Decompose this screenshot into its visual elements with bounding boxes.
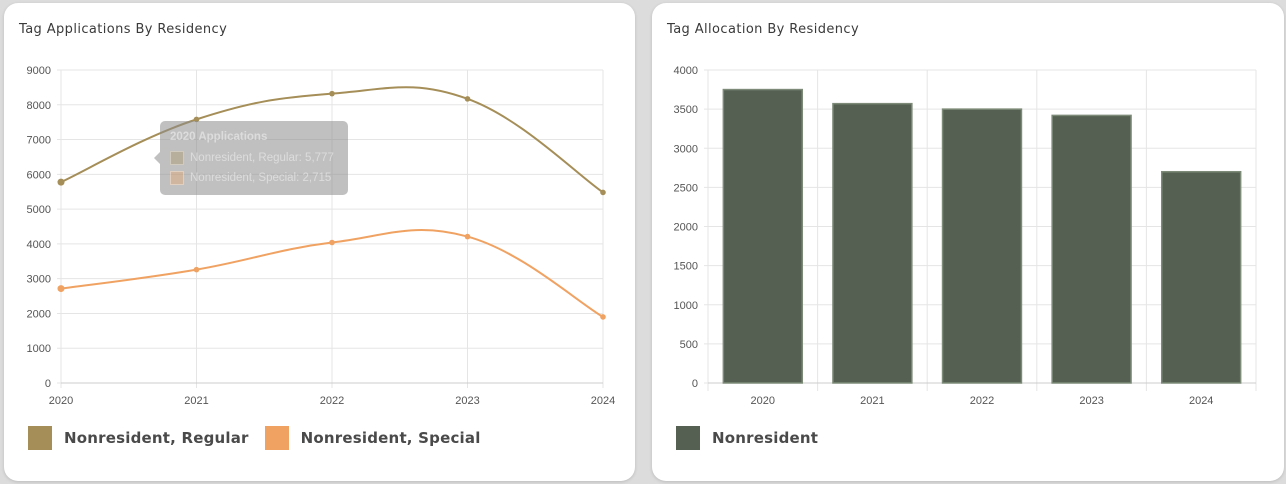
y-tick-label: 1000 xyxy=(674,300,698,312)
x-tick-label: 2021 xyxy=(184,395,208,407)
y-tick-label: 500 xyxy=(680,339,698,351)
data-point xyxy=(329,239,335,246)
data-point xyxy=(193,116,200,123)
y-tick-label: 3500 xyxy=(674,104,698,116)
bar xyxy=(1160,170,1242,384)
data-point xyxy=(329,90,335,97)
y-tick-label: 3000 xyxy=(27,274,51,286)
tooltip-caret xyxy=(154,152,160,164)
tooltip-row-text: Nonresident, Special: 2,715 xyxy=(190,172,332,184)
x-tick-label: 2023 xyxy=(1079,395,1103,407)
legend-label: Nonresident, Regular xyxy=(64,429,249,447)
y-tick-label: 9000 xyxy=(27,65,51,77)
x-tick-label: 2024 xyxy=(591,395,615,407)
y-tick-label: 1000 xyxy=(27,343,51,355)
bar xyxy=(722,88,804,384)
bar xyxy=(832,102,913,384)
y-tick-label: 2500 xyxy=(674,182,698,194)
data-point xyxy=(57,285,65,293)
data-point xyxy=(193,266,200,273)
chart-legend: Nonresident xyxy=(676,426,834,450)
y-tick-label: 3000 xyxy=(674,143,698,155)
y-tick-label: 1500 xyxy=(674,261,698,273)
x-tick-label: 2020 xyxy=(751,395,775,407)
allocation-bar-chart: 0 500 1000 1500 2000 2500 3000 3500 4000 2020 2021… xyxy=(674,65,1257,407)
tooltip-row-text: Nonresident, Regular: 5,777 xyxy=(190,152,334,164)
bar xyxy=(941,108,1023,384)
card-title: Tag Applications By Residency xyxy=(19,22,228,37)
legend-swatch-nonresident xyxy=(676,426,700,450)
legend-item-regular[interactable]: Nonresident, Regular xyxy=(28,426,249,450)
data-point xyxy=(464,233,471,240)
y-tick-label: 2000 xyxy=(674,222,698,234)
legend-item-nonresident[interactable]: Nonresident xyxy=(676,426,818,450)
data-point xyxy=(464,96,471,102)
x-tick-label: 2020 xyxy=(49,395,73,407)
tooltip-title: 2020 Applications xyxy=(170,131,268,143)
data-point xyxy=(57,178,65,186)
chart-legend: Nonresident, Regular Nonresident, Specia… xyxy=(28,426,497,450)
legend-swatch-special xyxy=(264,426,289,450)
applications-card: Tag Applications By Residency 0 1000 2000 3… xyxy=(4,3,635,481)
card-title: Tag Allocation By Residency xyxy=(667,22,860,37)
data-point xyxy=(600,189,606,196)
y-tick-label: 7000 xyxy=(27,135,51,147)
tooltip-row-regular: Nonresident, Regular: 5,777 xyxy=(170,151,334,165)
x-tick-label: 2023 xyxy=(455,395,479,407)
y-tick-label: 0 xyxy=(692,378,698,390)
y-tick-label: 5000 xyxy=(27,204,51,216)
legend-item-special[interactable]: Nonresident, Special xyxy=(264,426,481,450)
y-tick-label: 2000 xyxy=(27,308,51,320)
legend-swatch-regular xyxy=(28,426,52,450)
x-tick-label: 2024 xyxy=(1189,395,1213,407)
tooltip-swatch-regular xyxy=(170,151,184,165)
y-tick-label: 6000 xyxy=(27,169,51,181)
bar xyxy=(1051,114,1132,384)
y-tick-label: 8000 xyxy=(27,100,51,112)
data-point xyxy=(600,314,606,320)
applications-line-chart: 0 1000 2000 3000 4000 5000 6000 7000 8000 9000 202… xyxy=(27,65,616,407)
x-tick-label: 2022 xyxy=(970,395,994,407)
y-tick-label: 0 xyxy=(45,378,51,390)
tooltip-swatch-special xyxy=(170,171,184,185)
x-tick-label: 2021 xyxy=(860,395,884,407)
legend-label: Nonresident xyxy=(712,429,819,447)
chart-tooltip: 2020 Applications Nonresident, Regular: … xyxy=(154,121,348,195)
y-tick-label: 4000 xyxy=(674,65,698,77)
x-tick-label: 2022 xyxy=(320,395,344,407)
tooltip-row-special: Nonresident, Special: 2,715 xyxy=(170,171,331,185)
allocation-card: Tag Allocation By Residency 0 500 1000 1500… xyxy=(652,3,1284,481)
y-tick-label: 4000 xyxy=(27,239,51,251)
legend-label: Nonresident, Special xyxy=(300,429,481,447)
